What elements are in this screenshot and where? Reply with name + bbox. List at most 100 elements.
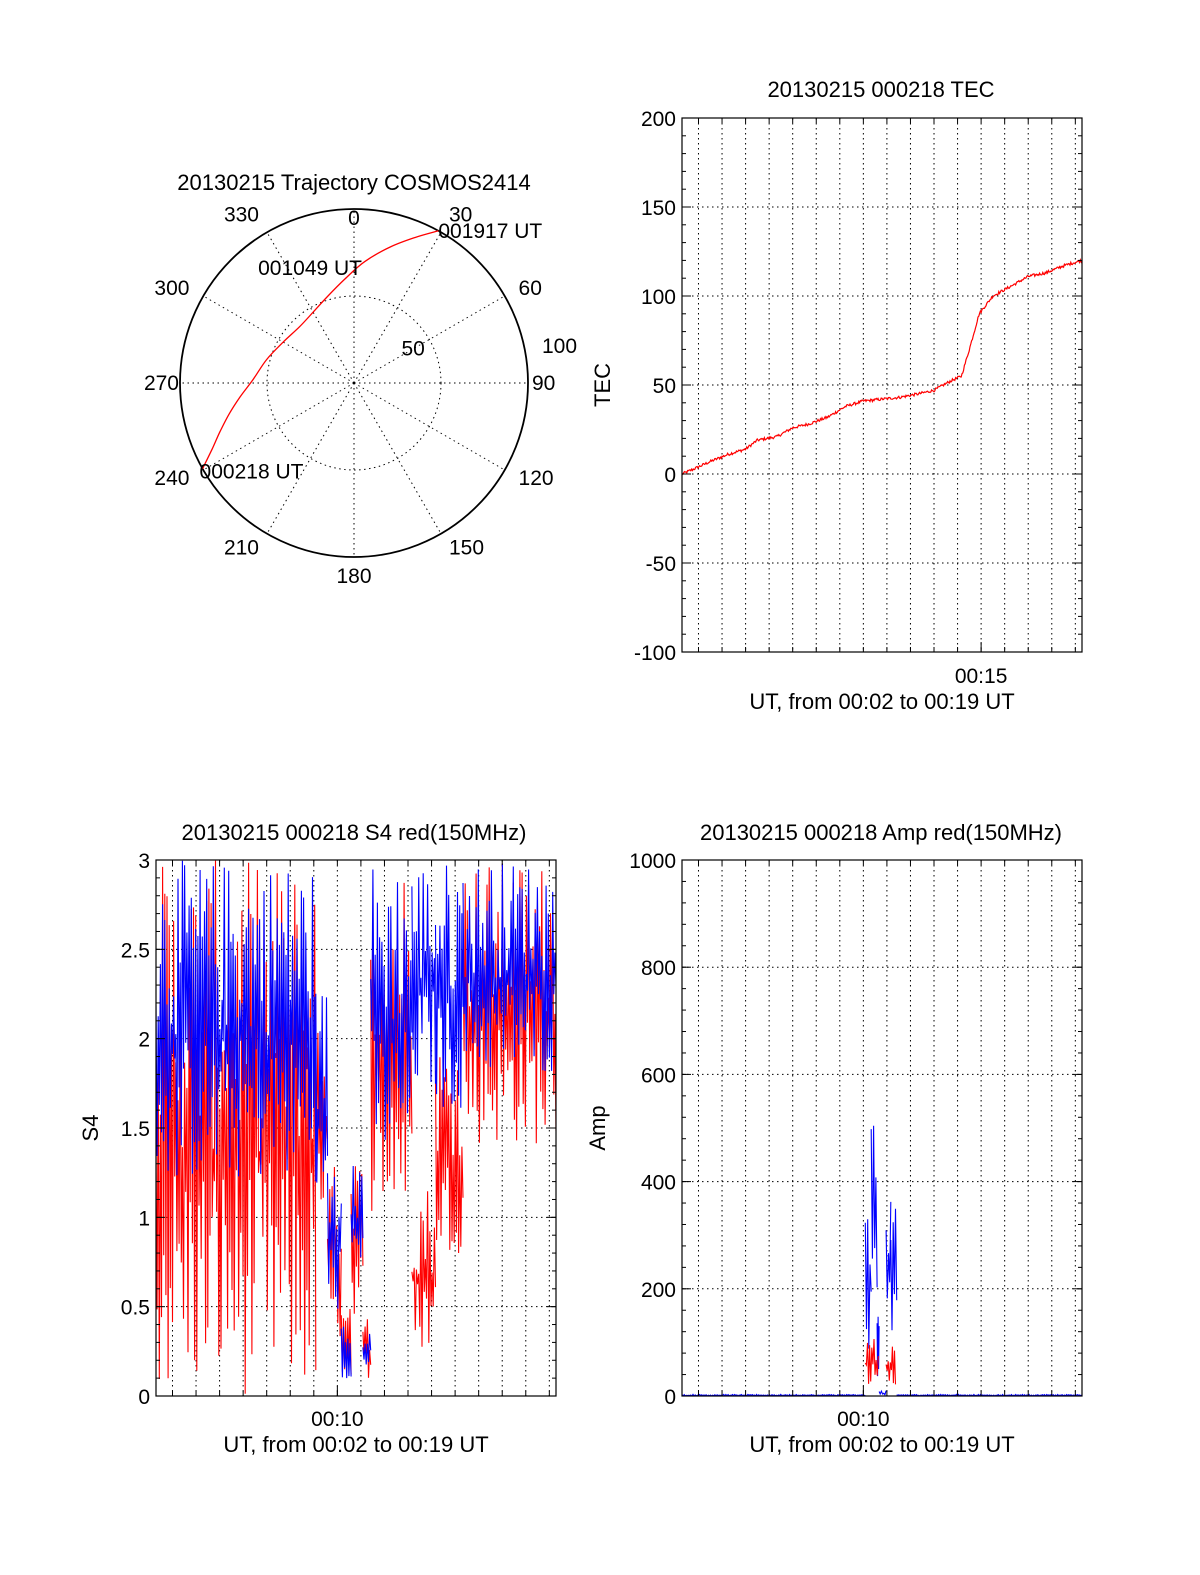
polar-trajectory-line: [202, 230, 439, 469]
tec-xtick-label-0: 00:15: [955, 665, 1008, 688]
s4-series-1-segment-0: [156, 860, 317, 1182]
s4-series-1-segment-3: [340, 1326, 352, 1379]
tec-gridlines: [682, 117, 1082, 653]
s4-chart-title: 20130215 000218 S4 red(150MHz): [182, 820, 527, 845]
s4-series-0-segment-8: [434, 1057, 464, 1254]
polar-spoke-240: [203, 382, 355, 471]
amp-series-0-segment-7: [896, 1393, 1082, 1396]
polar-spoke-60: [353, 295, 505, 384]
polar-azimuth-label-330: 330: [224, 203, 259, 226]
polar-labels: 0 30 60 90 120 150 180 210 240 270 300 330 50 100: [144, 203, 577, 588]
amp-series-0-segment-3: [876, 1316, 880, 1377]
amp-chart: 20130215 000218 Amp red(150MHz) 0 200 400 6…: [585, 820, 1083, 1457]
amp-x-axis-label: UT, from 00:02 to 00:19 UT: [749, 1432, 1014, 1457]
tec-ytick-label-4: 100: [641, 286, 676, 309]
s4-series-0-segment-5: [362, 1319, 372, 1378]
amp-gridlines: [682, 859, 1082, 1397]
s4-x-axis-label: UT, from 00:02 to 00:19 UT: [223, 1432, 488, 1457]
polar-azimuth-label-30: 30: [449, 203, 472, 226]
s4-series-1-segment-1: [315, 993, 329, 1183]
amp-series-1-segment-0: [864, 1338, 879, 1384]
tec-ytick-label-3: 50: [653, 375, 676, 398]
polar-azimuth-label-120: 120: [519, 467, 554, 490]
tec-ytick-label-5: 150: [641, 197, 676, 220]
amp-y-axis-label: Amp: [585, 1105, 610, 1150]
polar-azimuth-label-90: 90: [532, 372, 555, 395]
s4-ytick-label-2: 1: [138, 1207, 150, 1230]
tec-ytick-label-0: -100: [634, 642, 676, 665]
amp-axis-ticks: 0 200 400 600 800 1000 00:10: [629, 850, 1082, 1431]
tec-x-axis-label: UT, from 00:02 to 00:19 UT: [749, 689, 1014, 714]
polar-azimuth-label-240: 240: [154, 467, 189, 490]
polar-ring-50: [266, 295, 442, 471]
s4-series-0-segment-0: [156, 860, 317, 1394]
s4-ytick-label-4: 2: [138, 1029, 150, 1052]
polar-azimuth-label-150: 150: [449, 537, 484, 560]
s4-series: [156, 860, 556, 1394]
s4-ytick-label-1: 0.5: [121, 1297, 150, 1320]
s4-series-1-segment-6: [370, 869, 413, 1140]
s4-series-1-segment-9: [462, 863, 556, 1071]
polar-annotation-2: 000218 UT: [200, 461, 304, 484]
polar-radial-label-100: 100: [542, 335, 577, 358]
s4-series-1-segment-7: [411, 873, 437, 1084]
s4-series-1-segment-5: [362, 1333, 372, 1365]
amp-series-0-segment-2: [870, 1125, 878, 1288]
amp-ytick-label-5: 1000: [629, 850, 676, 873]
s4-chart: 20130215 000218 S4 red(150MHz) 0 0.5 1 1.5 2…: [78, 820, 557, 1457]
polar-trajectory-series: [202, 230, 439, 469]
polar-azimuth-label-300: 300: [154, 277, 189, 300]
tec-y-axis-label: TEC: [590, 363, 615, 407]
amp-series-0-segment-6: [890, 1208, 898, 1331]
s4-series-1-segment-2: [326, 1173, 342, 1309]
s4-series-0-segment-7: [411, 1191, 437, 1347]
tec-chart-title: 20130215 000218 TEC: [767, 77, 994, 102]
polar-spoke-30: [353, 232, 442, 384]
tec-ytick-label-2: 0: [664, 464, 676, 487]
s4-series-1-segment-4: [350, 1165, 364, 1258]
tec-series: [682, 258, 1082, 476]
polar-annotations: 001917 UT 001049 UT 000218 UT: [200, 220, 543, 484]
amp-series: [682, 1125, 1082, 1396]
amp-xtick-label-0: 00:10: [837, 1408, 890, 1431]
s4-y-axis-label: S4: [78, 1115, 103, 1142]
polar-azimuth-label-270: 270: [144, 372, 179, 395]
s4-ytick-label-0: 0: [138, 1386, 150, 1409]
s4-ytick-label-6: 3: [138, 850, 150, 873]
amp-plot-frame: [681, 859, 1083, 1397]
s4-series-1-segment-8: [434, 865, 464, 1108]
amp-ytick-label-1: 200: [641, 1279, 676, 1302]
amp-series-0-segment-1: [864, 1219, 872, 1349]
polar-azimuth-label-60: 60: [519, 277, 542, 300]
polar-outer-ring: [179, 208, 529, 558]
polar-annotation-0: 001917 UT: [438, 220, 542, 243]
polar-chart-title: 20130215 Trajectory COSMOS2414: [177, 170, 530, 195]
s4-xtick-label-0: 00:10: [311, 1408, 364, 1431]
polar-spoke-210: [266, 382, 355, 534]
s4-axis-ticks: 0 0.5 1 1.5 2 2.5 3 00:10: [121, 850, 556, 1431]
polar-spoke-330: [266, 232, 355, 384]
amp-chart-title: 20130215 000218 Amp red(150MHz): [700, 820, 1062, 845]
polar-spoke-150: [353, 382, 442, 534]
polar-azimuth-label-210: 210: [224, 537, 259, 560]
tec-ytick-label-6: 200: [641, 108, 676, 131]
amp-ytick-label-0: 0: [664, 1386, 676, 1409]
s4-series-0-segment-9: [462, 863, 556, 1144]
amp-ytick-label-2: 400: [641, 1172, 676, 1195]
tec-ytick-label-1: -50: [646, 553, 676, 576]
s4-ytick-label-3: 1.5: [121, 1118, 150, 1141]
polar-annotation-1: 001049 UT: [258, 257, 362, 280]
polar-azimuth-label-180: 180: [336, 565, 371, 588]
polar-grid: [179, 208, 529, 558]
amp-series-0-segment-4: [878, 1389, 887, 1396]
polar-azimuth-label-0: 0: [348, 207, 360, 230]
tec-chart: 20130215 000218 TEC -100 -50 0 50 100 150 200 0…: [590, 77, 1083, 714]
amp-ytick-label-4: 800: [641, 957, 676, 980]
polar-spoke-300: [203, 295, 355, 384]
amp-series-0-segment-5: [885, 1201, 892, 1299]
s4-ytick-label-5: 2.5: [121, 939, 150, 962]
tec-axis-ticks: -100 -50 0 50 100 150 200 00:15: [634, 108, 1082, 688]
tec-series-line-0: [682, 258, 1082, 476]
polar-radial-label-50: 50: [401, 338, 424, 361]
